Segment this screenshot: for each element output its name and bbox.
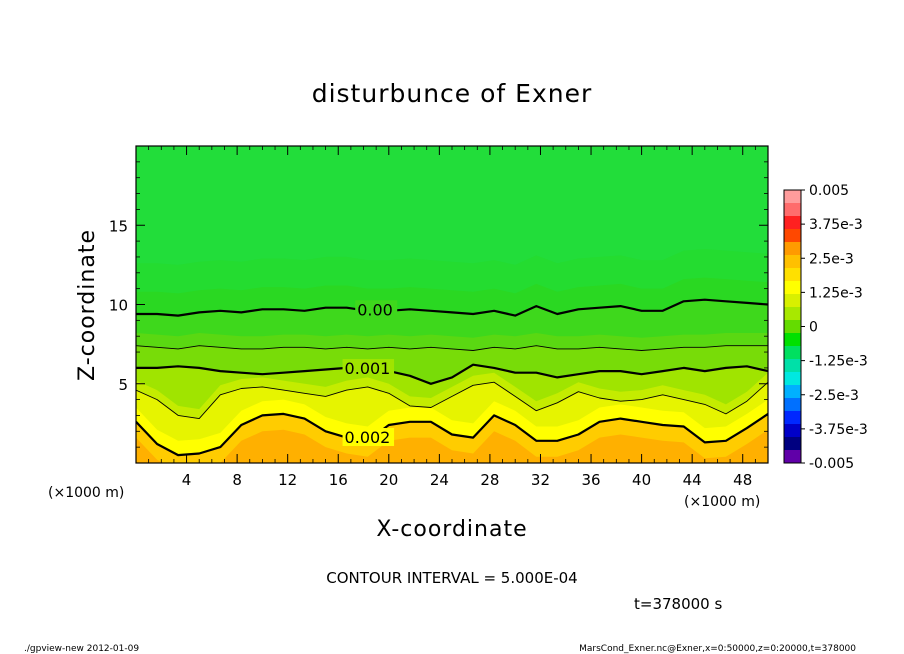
colorbar-swatch (784, 307, 801, 321)
contour-line-1 (136, 345, 768, 351)
colorbar-swatch (784, 424, 801, 438)
colorbar-label: 2.5e-3 (809, 251, 854, 267)
chart-title: disturbunce of Exner (312, 79, 593, 108)
y-axis-label: Z-coordinate (75, 229, 100, 381)
colorbar-swatch (784, 229, 801, 243)
colorbar-label: -2.5e-3 (809, 388, 859, 404)
y-tick-label: 10 (109, 297, 128, 315)
colorbar-label: 0 (809, 320, 818, 336)
x-tick-label: 4 (182, 471, 192, 489)
colorbar-swatch (784, 242, 801, 256)
filled-contours (136, 146, 768, 463)
x-tick-label: 36 (581, 471, 600, 489)
colorbar-swatch (784, 359, 801, 373)
x-tick-label: 28 (480, 471, 499, 489)
x-tick-label: 16 (329, 471, 348, 489)
contour-line-3 (136, 381, 768, 420)
colorbar-swatch (784, 190, 801, 204)
contour-line-2 (136, 363, 768, 385)
y-tick-label: 15 (109, 217, 128, 235)
colorbar-swatch (784, 398, 801, 412)
colorbar-swatch (784, 216, 801, 230)
colorbar-swatch (784, 411, 801, 425)
colorbar-swatch (784, 320, 801, 334)
colorbar-swatch (784, 281, 801, 295)
footer-left: ./gpview-new 2012-01-09 (24, 644, 139, 654)
contour-label: 0.002 (345, 428, 391, 447)
x-unit-right: (×1000 m) (684, 494, 760, 510)
contour-line-4 (136, 412, 768, 457)
colorbar-swatch (784, 294, 801, 308)
band-10 (136, 429, 768, 463)
x-unit-left: (×1000 m) (48, 485, 124, 501)
colorbar-label: 1.25e-3 (809, 285, 863, 301)
colorbar-label: -0.005 (809, 456, 854, 472)
contour-interval-text: CONTOUR INTERVAL = 5.000E-04 (326, 569, 577, 587)
colorbar-swatch (784, 203, 801, 217)
contour-label: 0.00 (357, 300, 393, 319)
colorbar-label: -1.25e-3 (809, 354, 868, 370)
contour-lines: 0.00 0.001 0.002 (136, 298, 768, 457)
x-tick-label: 48 (733, 471, 752, 489)
contour-label-bg (355, 300, 398, 319)
colorbar-swatch (784, 385, 801, 399)
x-tick-label: 32 (531, 471, 550, 489)
x-tick-label: 20 (379, 471, 398, 489)
colorbar-swatch (784, 450, 801, 464)
colorbar-swatch (784, 437, 801, 451)
contour-label-bg (342, 359, 395, 378)
colorbar-label: 0.005 (809, 183, 849, 199)
x-axis-label: X-coordinate (376, 517, 527, 542)
footer-right: MarsCond_Exner.nc@Exner,x=0:50000,z=0:20… (579, 644, 856, 654)
contour-label: 0.001 (345, 359, 391, 378)
y-tick-label: 5 (118, 376, 128, 394)
x-tick-label: 12 (278, 471, 297, 489)
colorbar: 0.005 3.75e-3 2.5e-3 1.25e-3 0 -1.25e-3 -2.5e-… (783, 183, 868, 472)
x-tick-label: 8 (232, 471, 242, 489)
contour-label-bg (342, 428, 395, 447)
colorbar-swatch (784, 372, 801, 386)
x-tick-label: 24 (430, 471, 449, 489)
colorbar-swatch (784, 255, 801, 269)
contour-line-0 (136, 298, 768, 317)
colorbar-label: 3.75e-3 (809, 217, 863, 233)
colorbar-label: -3.75e-3 (809, 422, 868, 438)
colorbar-swatch (784, 268, 801, 282)
time-label: t=378000 s (634, 595, 722, 613)
colorbar-swatch (784, 333, 801, 347)
x-tick-label: 40 (632, 471, 651, 489)
x-tick-label: 44 (683, 471, 702, 489)
colorbar-swatch (784, 346, 801, 360)
